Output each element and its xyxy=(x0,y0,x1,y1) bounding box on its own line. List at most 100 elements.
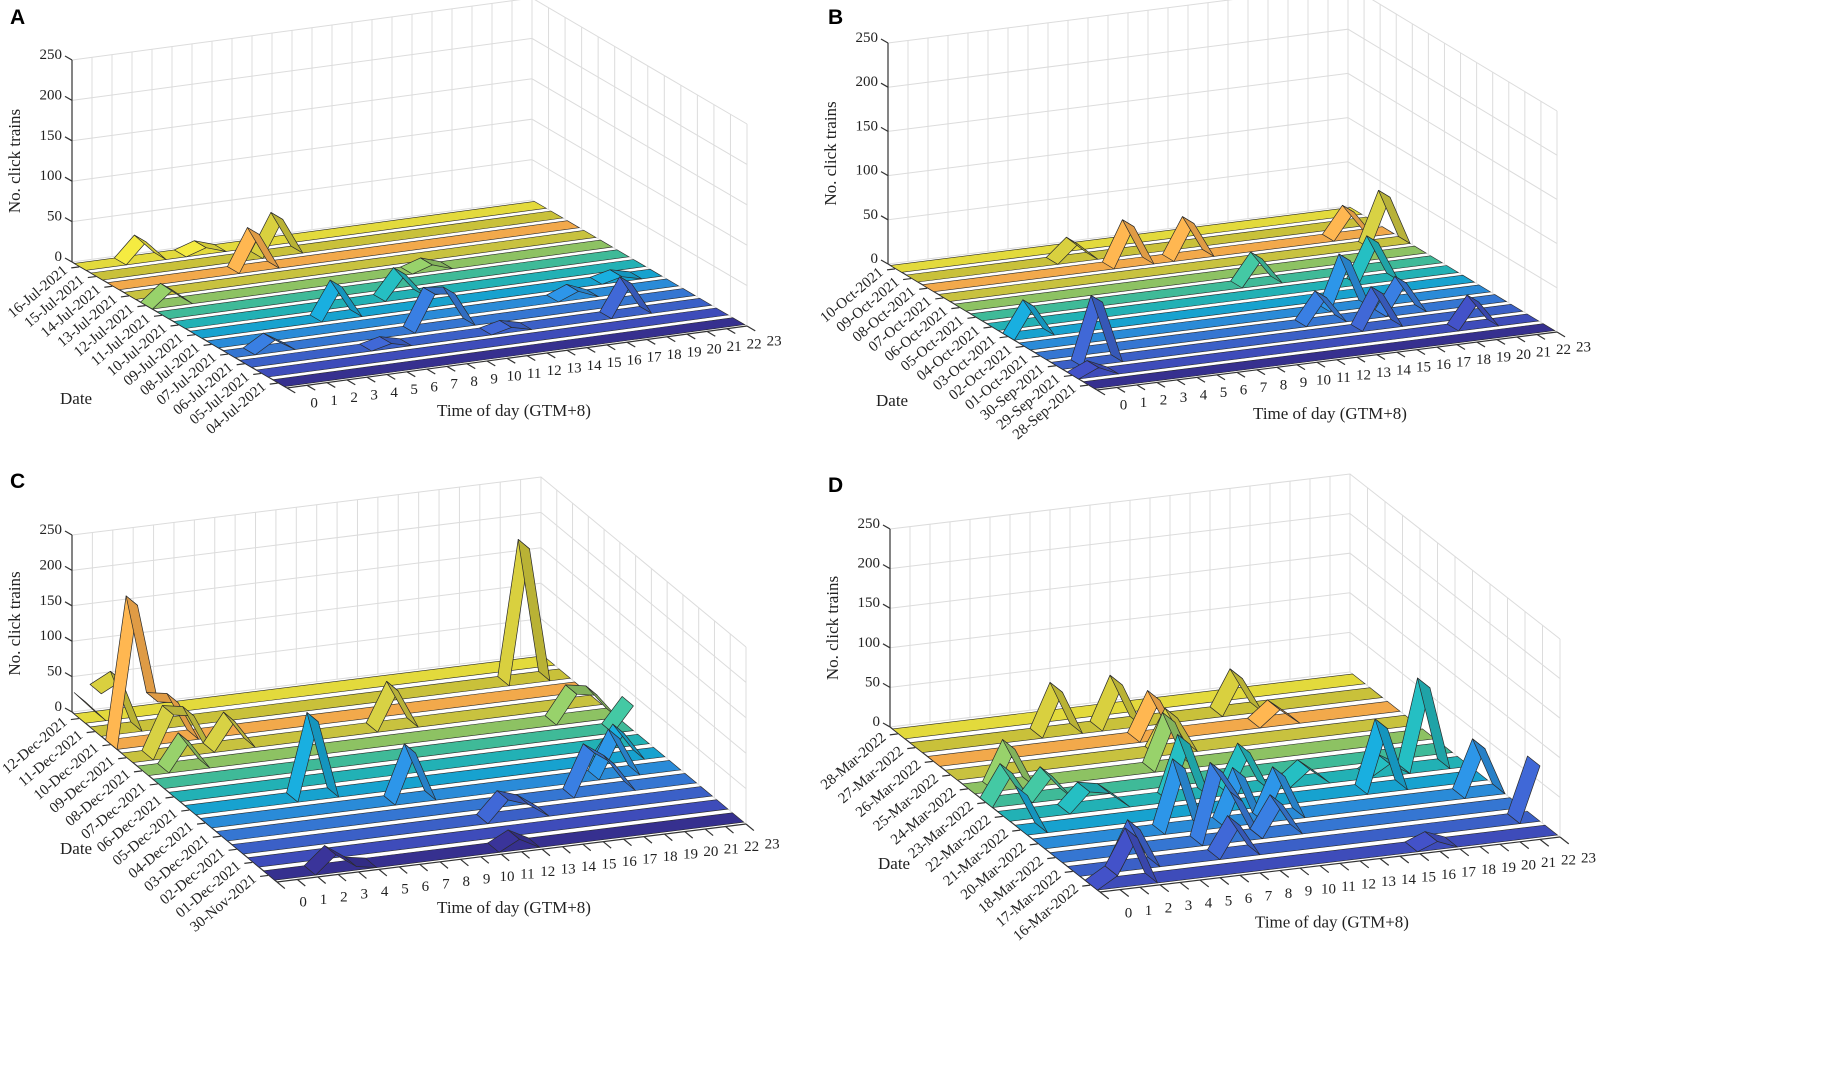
hour-tick-label: 9 xyxy=(483,872,491,888)
hour-tick xyxy=(1559,836,1570,845)
ribbon-peak-segment xyxy=(1507,755,1541,825)
z-tick-label: 150 xyxy=(40,128,63,144)
date-tick xyxy=(236,363,245,366)
hour-tick xyxy=(1319,865,1330,874)
ribbon-strip xyxy=(1066,811,1541,877)
hour-tick-label: 8 xyxy=(462,874,470,890)
ribbon-05-Jul-2021 xyxy=(255,307,730,378)
ribbon-peak-segment xyxy=(420,257,453,270)
z-axis-title: No. click trains xyxy=(5,109,24,213)
hour-tick xyxy=(686,333,696,340)
date-tick xyxy=(1031,355,1040,358)
ribbon-07-Dec-2021 xyxy=(152,696,635,789)
hour-tick xyxy=(1279,870,1290,878)
hour-tick xyxy=(1356,356,1366,363)
hour-tick-label: 0 xyxy=(310,396,318,412)
hour-tick-label: 1 xyxy=(1140,395,1148,411)
hour-tick xyxy=(1396,351,1406,358)
gridline xyxy=(71,78,748,206)
hour-tick-label: 13 xyxy=(567,361,582,377)
hour-tick xyxy=(500,853,510,862)
date-tick xyxy=(196,822,206,825)
date-tick xyxy=(1064,870,1073,873)
z-tick-label: 200 xyxy=(858,556,881,572)
hour-tick-label: 22 xyxy=(744,839,759,855)
hour-tick xyxy=(337,873,347,882)
hour-tick-label: 21 xyxy=(727,339,742,355)
hour-tick-label: 14 xyxy=(587,358,603,374)
hour-tick-label: 19 xyxy=(1496,350,1511,366)
z-tick xyxy=(64,176,73,182)
ribbon-peak-segment xyxy=(517,794,550,817)
z-tick-label: 150 xyxy=(856,118,879,134)
z-tick xyxy=(880,82,889,88)
date-tick xyxy=(924,760,933,763)
z-tick-label: 250 xyxy=(856,30,879,46)
hour-tick-label: 13 xyxy=(561,862,576,878)
date-tick xyxy=(951,307,960,310)
hour-tick-label: 16 xyxy=(627,352,643,368)
ribbon-06-Jul-2021 xyxy=(238,276,713,368)
ribbon-peak-segment xyxy=(1097,783,1131,808)
z-axis-title: No. click trains xyxy=(823,576,842,680)
z-tick-label: 150 xyxy=(40,593,63,609)
hour-tick xyxy=(439,861,449,869)
hour-tick-label: 12 xyxy=(540,864,555,880)
z-tick-label: 100 xyxy=(858,635,881,651)
date-tick xyxy=(983,326,992,329)
z-tick xyxy=(880,126,889,132)
ribbon-peak-segment xyxy=(1122,219,1155,265)
date-tick xyxy=(1079,384,1089,387)
z-tick xyxy=(64,565,73,571)
ribbon-peak-segment xyxy=(403,743,437,801)
hour-tick xyxy=(1116,386,1126,393)
hour-tick xyxy=(1419,853,1430,862)
z-tick xyxy=(880,215,889,221)
z-axis-title: No. click trains xyxy=(821,101,840,205)
hour-tick-label: 8 xyxy=(1285,886,1293,902)
hour-tick xyxy=(1176,379,1186,386)
date-tick xyxy=(1029,843,1038,846)
hour-tick-label: 12 xyxy=(1361,877,1376,893)
hour-axis-title: Time of day (GTM+8) xyxy=(1253,404,1407,423)
ribbon-peak-segment xyxy=(1374,718,1408,790)
ribbon-peak-segment xyxy=(160,282,193,305)
hour-tick xyxy=(541,848,551,857)
hour-tick-label: 14 xyxy=(581,859,597,875)
hour-tick-label: 11 xyxy=(1341,879,1355,895)
date-tick xyxy=(244,861,253,864)
hour-tick-label: 11 xyxy=(1336,370,1350,386)
ribbon-peak-segment xyxy=(442,286,476,326)
ribbon-strip xyxy=(231,786,714,855)
date-tick xyxy=(967,316,976,319)
ribbon-peak-segment xyxy=(499,320,532,330)
date-tick xyxy=(1015,345,1024,348)
gridline xyxy=(71,547,747,719)
ribbon-peak-segment xyxy=(1022,299,1055,336)
z-tick-label: 200 xyxy=(40,557,63,573)
z-tick-label: 0 xyxy=(871,251,879,267)
hour-tick xyxy=(623,838,632,847)
hour-tick xyxy=(297,879,306,887)
z-tick xyxy=(882,524,891,530)
hour-tick-label: 17 xyxy=(642,851,658,867)
z-tick xyxy=(64,257,73,263)
z-tick xyxy=(882,603,891,609)
ribbon-peak-segment xyxy=(379,336,412,347)
hour-tick-label: 14 xyxy=(1396,362,1412,378)
hour-tick-label: 21 xyxy=(1536,345,1551,361)
z-tick xyxy=(64,530,73,536)
date-tick xyxy=(1047,857,1056,860)
hour-tick-label: 19 xyxy=(683,846,698,862)
hour-tick-label: 1 xyxy=(320,892,328,908)
hour-tick xyxy=(1476,341,1486,348)
z-tick-label: 0 xyxy=(55,699,63,715)
panel-d: 05010015020025028-Mar-202227-Mar-202226-… xyxy=(818,473,1596,944)
hour-tick-label: 22 xyxy=(1556,342,1571,358)
hour-tick xyxy=(1456,344,1466,350)
panel-label: D xyxy=(828,474,843,497)
hour-tick xyxy=(346,379,356,386)
ribbon-28-Sep-2021 xyxy=(1082,323,1556,389)
hour-tick-label: 2 xyxy=(350,390,358,406)
gridline xyxy=(71,618,747,789)
